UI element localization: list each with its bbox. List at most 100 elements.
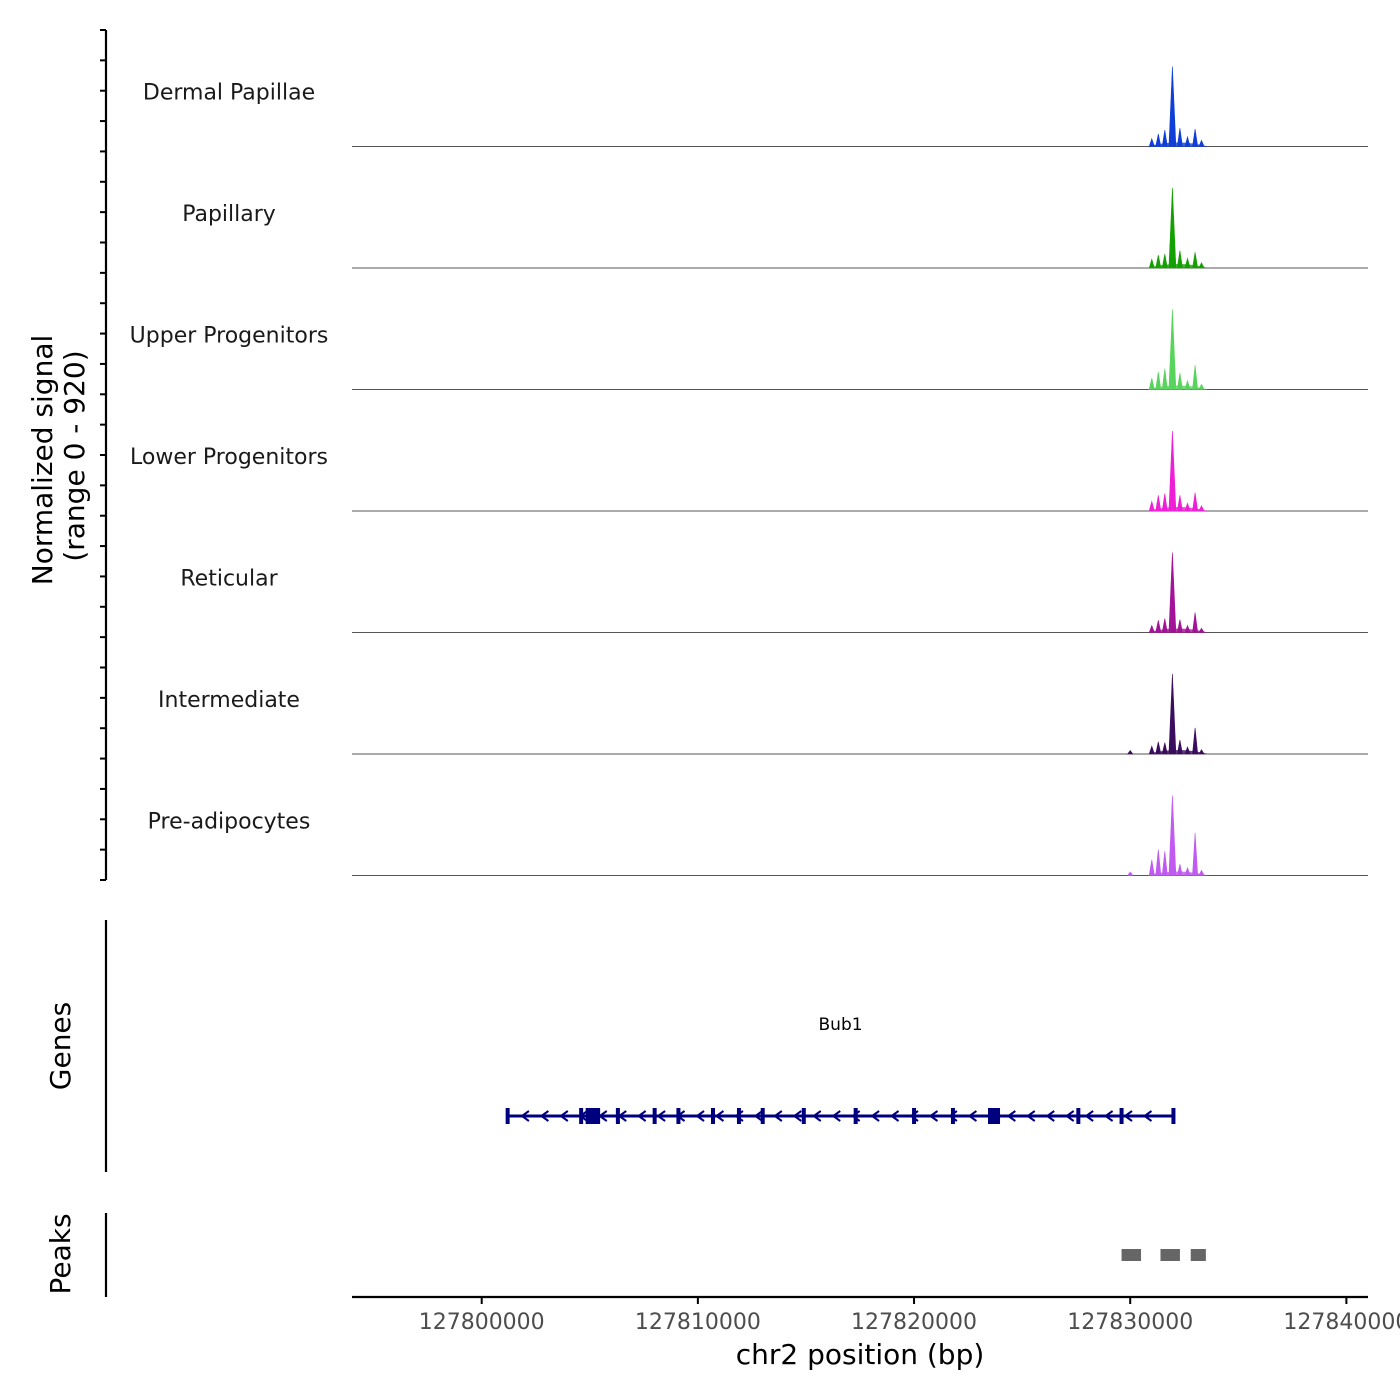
- track-lower-progenitors: Lower Progenitors: [130, 430, 1368, 512]
- signal-peak: [1148, 859, 1155, 876]
- strand-arrow: [578, 1110, 588, 1122]
- signal-background: [1147, 385, 1209, 390]
- strand-arrow: [559, 1110, 569, 1122]
- strand-arrow: [656, 1110, 666, 1122]
- signal-peak: [1192, 727, 1199, 755]
- signal-peak: [1192, 365, 1199, 390]
- strand-arrow: [1064, 1110, 1075, 1122]
- signal-background: [1147, 750, 1209, 754]
- signal-peak: [1168, 187, 1177, 269]
- track-label: Pre-adipocytes: [148, 810, 311, 835]
- y-axis-range: (range 0 - 920): [58, 350, 91, 561]
- strand-arrow: [1103, 1110, 1114, 1122]
- strand-arrow: [987, 1110, 997, 1122]
- strand-arrow: [1045, 1110, 1055, 1122]
- strand-arrow: [753, 1110, 763, 1122]
- strand-arrow: [909, 1110, 919, 1122]
- signal-peak: [1168, 552, 1177, 633]
- x-tick-label: 127810000: [635, 1310, 761, 1335]
- signal-background: [1147, 142, 1209, 147]
- gene-exon: [588, 1108, 601, 1124]
- signal-peak: [1168, 430, 1177, 512]
- gene-name-label: Bub1: [819, 1015, 863, 1035]
- gene-exon: [652, 1108, 657, 1124]
- signal-peak: [1161, 851, 1168, 876]
- gene-exon: [760, 1108, 765, 1124]
- strand-arrow: [734, 1110, 744, 1122]
- x-tick-label: 127820000: [851, 1310, 977, 1335]
- x-axis-title: chr2 position (bp): [736, 1338, 985, 1371]
- track-label: Intermediate: [158, 688, 300, 713]
- strand-arrow: [1026, 1110, 1036, 1122]
- signal-peak: [1168, 795, 1177, 876]
- peaks-panel: [104, 1213, 1206, 1297]
- gene-exon: [950, 1108, 955, 1124]
- strand-arrow: [812, 1110, 822, 1122]
- strand-arrow: [792, 1110, 802, 1122]
- track-label: Upper Progenitors: [130, 324, 329, 349]
- signal-peak: [1192, 612, 1199, 633]
- strand-arrow: [1084, 1110, 1094, 1122]
- track-label: Dermal Papillae: [143, 81, 315, 106]
- track-pre-adipocytes: Pre-adipocytes: [148, 795, 1368, 876]
- x-tick-label: 127840000: [1283, 1310, 1400, 1335]
- strand-arrow: [1142, 1110, 1153, 1122]
- x-tick-label: 127830000: [1067, 1310, 1193, 1335]
- signal-peak: [1127, 871, 1134, 876]
- strand-arrow: [520, 1110, 530, 1122]
- coverage-panel: Dermal Papillae Papillary Upper Progenitor…: [100, 29, 1368, 881]
- strand-arrow: [598, 1110, 608, 1122]
- strand-arrow: [967, 1110, 977, 1122]
- signal-peak: [1168, 66, 1177, 147]
- gene-exon: [711, 1108, 716, 1124]
- strand-arrow: [714, 1110, 725, 1122]
- gene-exon: [1076, 1108, 1081, 1124]
- track-label: Lower Progenitors: [130, 445, 328, 470]
- x-axis: 127800000 127810000 127820000 127830000 1278…: [352, 1295, 1400, 1335]
- track-reticular: Reticular: [180, 552, 1368, 633]
- strand-arrow: [695, 1110, 705, 1122]
- signal-peak: [1192, 832, 1199, 876]
- track-upper-progenitors: Upper Progenitors: [130, 309, 1368, 390]
- peak-region: [1121, 1249, 1142, 1261]
- strand-arrow: [948, 1110, 958, 1122]
- peak-region: [1160, 1249, 1180, 1261]
- strand-arrow: [636, 1110, 647, 1122]
- signal-peak: [1148, 378, 1155, 390]
- track-label: Reticular: [180, 567, 278, 592]
- signal-peak: [1155, 849, 1162, 876]
- signal-background: [1147, 871, 1209, 876]
- y-axis-title: Normalized signal: [26, 335, 59, 586]
- strand-arrow: [675, 1110, 686, 1122]
- gene-exon: [1171, 1108, 1176, 1124]
- signal-peak: [1168, 673, 1177, 755]
- genes-track-label: Genes: [44, 1002, 77, 1090]
- x-tick-label: 127800000: [419, 1310, 545, 1335]
- gene-exon: [585, 1108, 590, 1124]
- strand-arrow: [1006, 1110, 1016, 1122]
- gene-exon: [736, 1108, 741, 1124]
- strand-arrow: [539, 1110, 549, 1122]
- peaks-track-label: Peaks: [44, 1213, 77, 1294]
- track-dermal-papillae: Dermal Papillae: [143, 66, 1368, 147]
- strand-arrow: [831, 1110, 841, 1122]
- strand-arrow: [928, 1110, 939, 1122]
- gene-exon: [801, 1108, 806, 1124]
- gene-exon: [505, 1108, 510, 1124]
- gene-exon: [853, 1108, 858, 1124]
- strand-arrow: [889, 1110, 900, 1122]
- strand-arrow: [773, 1110, 783, 1122]
- signal-background: [1147, 628, 1209, 633]
- gene-exon: [1119, 1108, 1124, 1124]
- signal-background: [1147, 507, 1209, 511]
- gene-exon: [912, 1108, 917, 1124]
- gene-exon: [988, 1108, 1001, 1124]
- signal-background: [1147, 264, 1209, 268]
- track-intermediate: Intermediate: [158, 673, 1368, 755]
- track-papillary: Papillary: [182, 187, 1368, 269]
- strand-arrow: [617, 1110, 627, 1122]
- strand-arrow: [1123, 1110, 1133, 1122]
- strand-arrow: [870, 1110, 880, 1122]
- signal-peak: [1127, 749, 1134, 755]
